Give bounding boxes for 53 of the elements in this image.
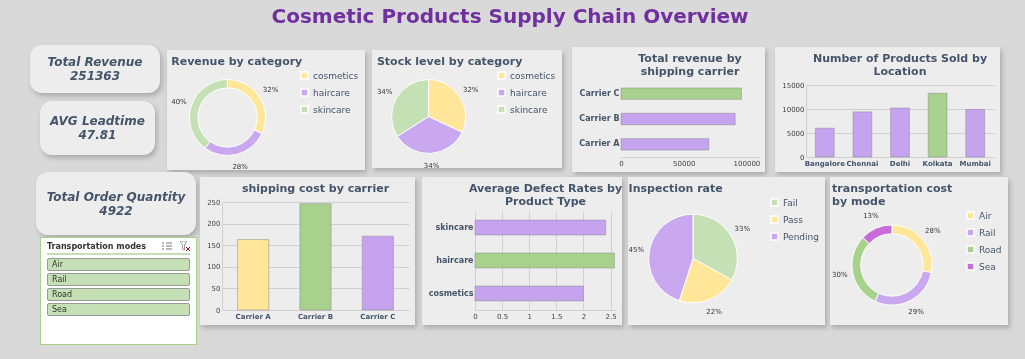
bar bbox=[299, 203, 332, 311]
bar bbox=[890, 107, 910, 158]
legend-label: Pending bbox=[783, 231, 819, 242]
legend-label: cosmetics bbox=[510, 70, 556, 81]
text: 47.81 bbox=[77, 128, 118, 142]
text: Cosmetic Products Supply Chain Overview bbox=[270, 4, 750, 30]
text: Total Revenue bbox=[46, 55, 144, 69]
bar bbox=[237, 239, 269, 311]
legend-label: haircare bbox=[510, 87, 548, 98]
bar bbox=[620, 113, 736, 125]
legend-label: Fail bbox=[783, 197, 798, 208]
y-tick-label: Carrier A bbox=[579, 139, 621, 149]
bar bbox=[815, 127, 835, 158]
chart-title: Inspection rate bbox=[628, 182, 723, 195]
chart-title: Number of Products Sold by Location bbox=[812, 52, 988, 78]
legend-label: Sea bbox=[979, 261, 996, 272]
bar bbox=[620, 87, 742, 100]
bar bbox=[362, 235, 394, 311]
text: AVG Leadtime bbox=[48, 114, 146, 128]
chart-title: Total revenue by shipping carrier bbox=[638, 52, 742, 78]
text: Air bbox=[47, 258, 190, 271]
y-tick-label: skincare bbox=[435, 222, 475, 232]
chart-title: Average Defect Rates by Product Type bbox=[468, 182, 623, 208]
text: Transportation modes bbox=[47, 241, 147, 251]
chart-title: Revenue by category bbox=[171, 55, 303, 68]
bar bbox=[474, 252, 615, 269]
legend-label: Road bbox=[979, 244, 1002, 255]
y-tick-label: Carrier C bbox=[579, 88, 620, 98]
chart-title: shipping cost by carrier bbox=[241, 182, 390, 195]
y-tick-label: haircare bbox=[436, 255, 475, 265]
bar bbox=[474, 219, 606, 236]
text: Rail bbox=[47, 273, 190, 286]
y-tick-label: Carrier B bbox=[579, 114, 620, 123]
legend-label: cosmetics bbox=[313, 70, 359, 81]
legend-label: Pass bbox=[783, 214, 804, 225]
legend-label: Air bbox=[979, 210, 992, 221]
text: 4922 bbox=[98, 203, 133, 218]
bar bbox=[965, 109, 985, 158]
chart-title: Stock level by category bbox=[376, 55, 523, 68]
text: 251363 bbox=[68, 69, 122, 83]
legend-label: Rail bbox=[979, 227, 996, 238]
legend-label: skincare bbox=[313, 104, 352, 115]
y-tick-label: cosmetics bbox=[428, 288, 474, 298]
bar bbox=[927, 92, 948, 158]
chart-title: transportation cost by mode bbox=[832, 182, 953, 208]
bar bbox=[474, 285, 584, 302]
text: Road bbox=[47, 288, 190, 301]
text: Sea bbox=[47, 303, 190, 316]
bar bbox=[852, 111, 873, 158]
legend-label: haircare bbox=[313, 87, 351, 98]
bar bbox=[620, 138, 710, 151]
legend-label: skincare bbox=[510, 104, 549, 115]
text: Total Order Quantity bbox=[45, 189, 187, 204]
